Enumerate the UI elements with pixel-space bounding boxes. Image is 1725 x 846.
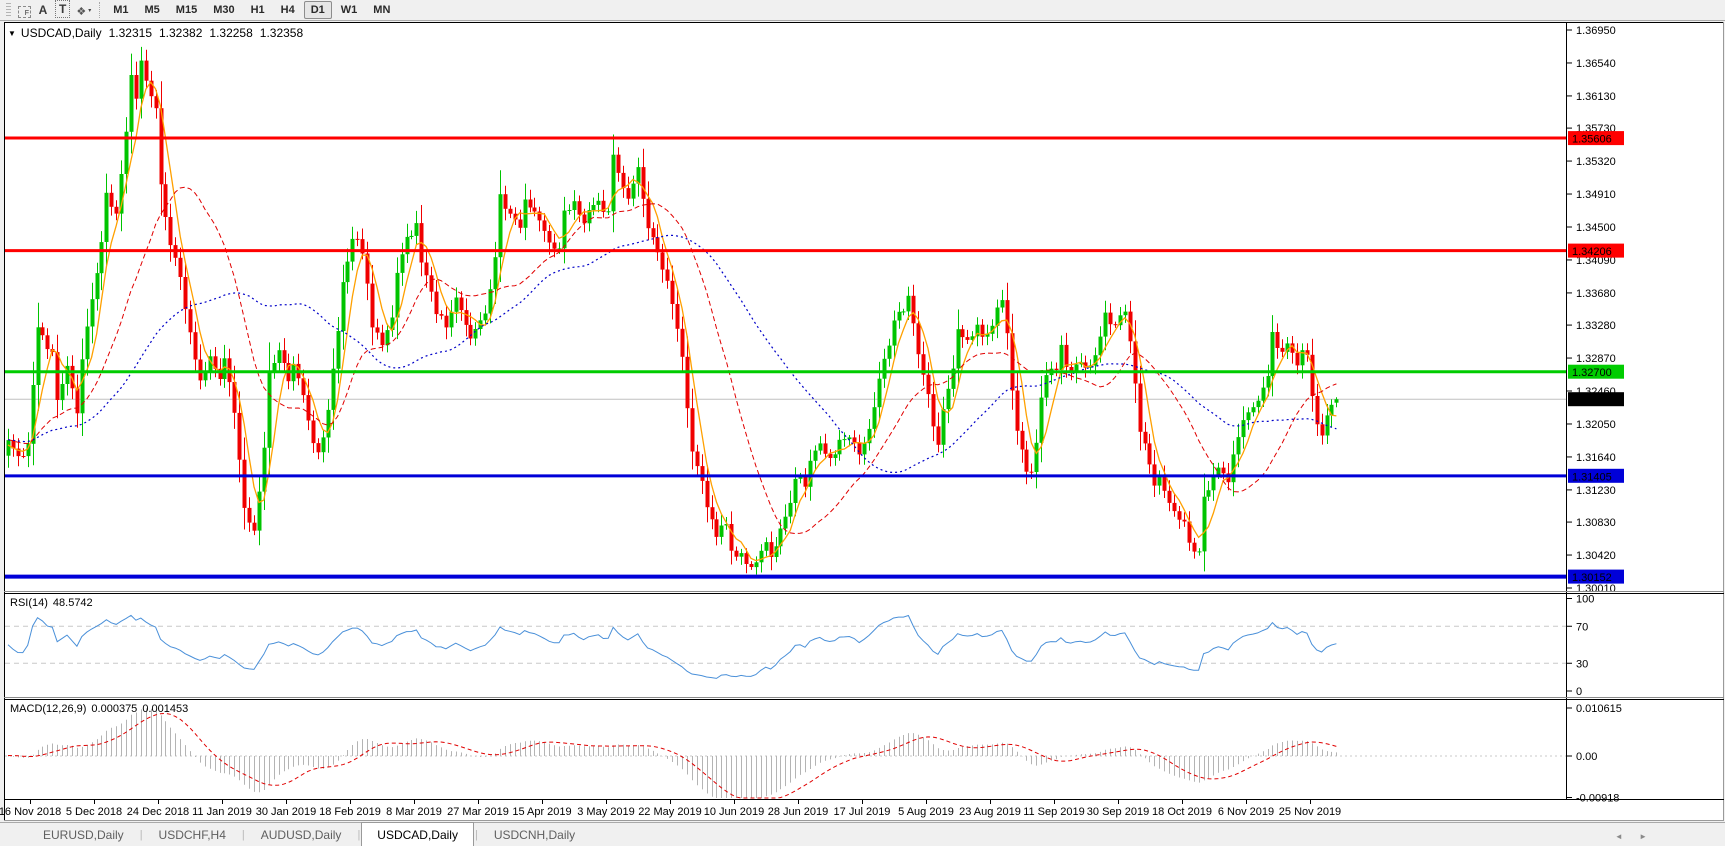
tab-separator: | [241, 828, 245, 841]
svg-text:11 Jan 2019: 11 Jan 2019 [192, 806, 252, 818]
tab-usdcad-daily[interactable]: USDCAD,Daily [361, 822, 474, 846]
svg-text:1.32870: 1.32870 [1576, 353, 1616, 365]
tab-separator: | [357, 828, 361, 841]
horizontal-level-lines [5, 136, 1566, 579]
svg-text:1.36130: 1.36130 [1576, 91, 1616, 103]
svg-text:8 Mar 2019: 8 Mar 2019 [386, 806, 442, 818]
svg-text:18 Feb 2019: 18 Feb 2019 [319, 806, 381, 818]
price-axis-badges: 1.35606 1.34206 1.32700 1.31405 1.30152 1.323… [1568, 131, 1624, 584]
tab-usdcnh-daily[interactable]: USDCNH,Daily [493, 827, 576, 842]
svg-text:3 May 2019: 3 May 2019 [577, 806, 634, 818]
svg-text:27 Mar 2019: 27 Mar 2019 [447, 806, 509, 818]
svg-text:1.31230: 1.31230 [1576, 485, 1616, 497]
svg-text:25 Nov 2019: 25 Nov 2019 [1279, 806, 1341, 818]
svg-text:23 Aug 2019: 23 Aug 2019 [959, 806, 1021, 818]
svg-text:100: 100 [1576, 594, 1594, 606]
svg-text:16 Nov 2018: 16 Nov 2018 [0, 806, 61, 818]
svg-text:18 Oct 2019: 18 Oct 2019 [1152, 806, 1212, 818]
timeframe-button-group: M1 M5 M15 M30 H1 H4 D1 W1 MN [105, 1, 398, 19]
svg-text:1.33280: 1.33280 [1576, 320, 1616, 332]
macd-histogram [8, 708, 1337, 798]
svg-text:70: 70 [1576, 621, 1588, 633]
svg-text:1.30152: 1.30152 [1572, 572, 1612, 584]
text-label-button[interactable]: A [34, 1, 52, 19]
svg-text:1.32050: 1.32050 [1576, 419, 1616, 431]
text-tool-button[interactable]: T [52, 0, 73, 19]
svg-text:1.34910: 1.34910 [1576, 189, 1616, 201]
svg-text:1.31405: 1.31405 [1572, 471, 1612, 483]
svg-text:1.35606: 1.35606 [1572, 134, 1612, 146]
tab-separator: | [139, 828, 143, 841]
svg-text:5 Aug 2019: 5 Aug 2019 [898, 806, 954, 818]
svg-text:30 Jan 2019: 30 Jan 2019 [256, 806, 317, 818]
tab-eurusd-daily[interactable]: EURUSD,Daily [43, 827, 124, 842]
svg-text:28 Jun 2019: 28 Jun 2019 [768, 806, 829, 818]
tab-audusd-daily[interactable]: AUDUSD,Daily [260, 827, 342, 842]
timeframe-button-m5[interactable]: M5 [138, 1, 167, 19]
toolbar: F A T ❖ ▾ M1 M5 M15 M30 H1 H4 D1 W1 MN [0, 0, 1725, 21]
svg-text:1.31640: 1.31640 [1576, 452, 1616, 464]
timeframe-button-w1[interactable]: W1 [334, 1, 365, 19]
selection-f-icon: F [18, 6, 31, 18]
text-a-icon: A [38, 3, 48, 17]
svg-text:1.36540: 1.36540 [1576, 58, 1616, 70]
selection-tool-button[interactable]: F [15, 1, 34, 19]
tab-usdchf-h4[interactable]: USDCHF,H4 [158, 827, 226, 842]
tab-separator: | [474, 828, 478, 841]
text-t-icon: T [55, 0, 71, 18]
svg-text:1.33680: 1.33680 [1576, 288, 1616, 300]
timeframe-button-d1[interactable]: D1 [303, 1, 332, 19]
svg-text:15 Apr 2019: 15 Apr 2019 [512, 806, 571, 818]
chart-window-background [4, 22, 1724, 821]
svg-text:1.30420: 1.30420 [1576, 550, 1616, 562]
moving-average-lines [7, 81, 1337, 562]
timeframe-button-h4[interactable]: H4 [274, 1, 302, 19]
svg-text:1.36950: 1.36950 [1576, 25, 1616, 37]
tab-scroll-right-icon[interactable]: ► [1639, 832, 1647, 841]
timeframe-button-m15[interactable]: M15 [169, 1, 204, 19]
svg-text:5 Dec 2018: 5 Dec 2018 [66, 806, 122, 818]
chevron-down-icon: ▾ [88, 7, 92, 14]
toolbar-grip[interactable] [6, 3, 11, 17]
svg-text:1.34500: 1.34500 [1576, 222, 1616, 234]
styles-icon: ❖ [76, 6, 87, 18]
svg-text:1.35320: 1.35320 [1576, 156, 1616, 168]
styles-dropdown-button[interactable]: ❖ ▾ [73, 1, 94, 19]
timeframe-button-mn[interactable]: MN [366, 1, 397, 19]
timeframe-button-m1[interactable]: M1 [106, 1, 135, 19]
svg-text:1.32358: 1.32358 [1572, 395, 1612, 407]
svg-text:22 May 2019: 22 May 2019 [638, 806, 702, 818]
candlestick-series [6, 46, 1339, 575]
svg-text:30: 30 [1576, 658, 1588, 670]
svg-text:1.34206: 1.34206 [1572, 246, 1612, 258]
rsi-line [7, 614, 1337, 679]
timeframe-button-m30[interactable]: M30 [206, 1, 241, 19]
svg-text:30 Sep 2019: 30 Sep 2019 [1087, 806, 1149, 818]
svg-text:0.010615: 0.010615 [1576, 703, 1622, 715]
rsi-pane-surface[interactable] [5, 593, 1566, 698]
svg-text:-0.00918: -0.00918 [1576, 793, 1619, 805]
tab-scroll-nav: ◄ ► [1601, 832, 1647, 841]
svg-text:1.32700: 1.32700 [1572, 367, 1612, 379]
svg-text:1.34090: 1.34090 [1576, 255, 1616, 267]
svg-text:17 Jul 2019: 17 Jul 2019 [834, 806, 891, 818]
symbol-tab-bar: EURUSD,Daily | USDCHF,H4 | AUDUSD,Daily | USDC… [0, 822, 1725, 846]
svg-text:6 Nov 2019: 6 Nov 2019 [1218, 806, 1274, 818]
toolbar-separator [99, 2, 101, 18]
tab-scroll-left-icon[interactable]: ◄ [1614, 832, 1623, 841]
svg-text:11 Sep 2019: 11 Sep 2019 [1023, 806, 1085, 818]
svg-text:1.30830: 1.30830 [1576, 517, 1616, 529]
pane-borders [4, 22, 1724, 821]
timeframe-button-h1[interactable]: H1 [244, 1, 272, 19]
svg-text:0.00: 0.00 [1576, 751, 1597, 763]
svg-text:24 Dec 2018: 24 Dec 2018 [127, 806, 189, 818]
svg-text:10 Jun 2019: 10 Jun 2019 [704, 806, 765, 818]
svg-text:0: 0 [1576, 686, 1582, 698]
